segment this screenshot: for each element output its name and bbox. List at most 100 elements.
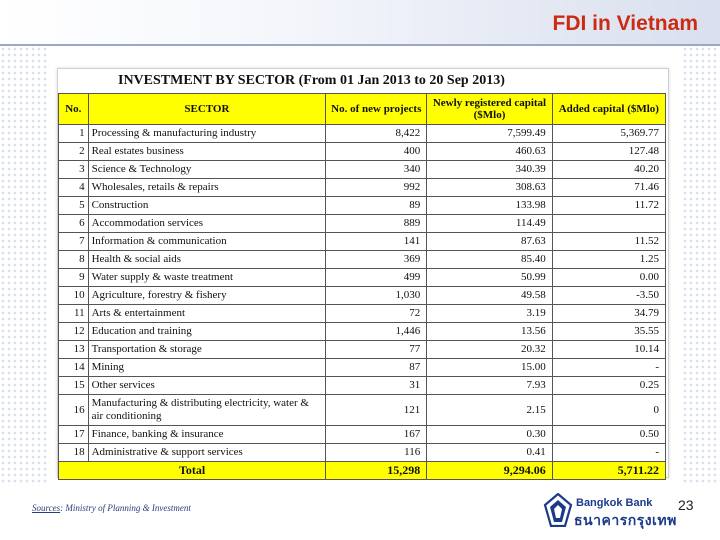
new-projects-value: 1,030: [325, 286, 428, 305]
table-row: 5 Construction 89 133.98 11.72: [58, 196, 667, 215]
new-projects-value: 116: [325, 443, 428, 462]
new-projects-value: 992: [325, 178, 428, 197]
total-projects-value: 15,298: [325, 461, 428, 480]
row-number: 1: [58, 124, 89, 143]
added-capital-value: -: [551, 443, 667, 462]
sector-name: Accommodation services: [87, 214, 327, 233]
sector-name: Wholesales, retails & repairs: [87, 178, 327, 197]
added-capital-value: 0.50: [551, 425, 667, 444]
sector-name: Processing & manufacturing industry: [87, 124, 327, 143]
new-projects-value: 77: [325, 340, 428, 359]
table-row: 16 Manufacturing & distributing electrici…: [58, 394, 667, 426]
sector-name: Other services: [87, 376, 327, 395]
table-row: 14 Mining 87 15.00-: [58, 358, 667, 377]
table-row: 8 Health & social aids 369 85.40 1.25: [58, 250, 667, 269]
new-projects-value: 121: [325, 394, 428, 426]
newly-registered-value: 15.00: [426, 358, 553, 377]
sector-name: Administrative & support services: [87, 443, 327, 462]
col-header-projects: No. of new projects: [325, 93, 428, 125]
table-row: 1 Processing & manufacturing industry 8,42…: [58, 124, 667, 143]
table-row: 11 Arts & entertainment 72 3.19 34.79: [58, 304, 667, 323]
slide-title: FDI in Vietnam: [552, 12, 698, 35]
new-projects-value: 31: [325, 376, 428, 395]
sector-name: Real estates business: [87, 142, 327, 161]
new-projects-value: 87: [325, 358, 428, 377]
bangkok-bank-logo-icon: [543, 493, 573, 527]
added-capital-value: 11.72: [551, 196, 667, 215]
added-capital-value: 40.20: [551, 160, 667, 179]
newly-registered-value: 13.56: [426, 322, 553, 341]
row-number: 18: [58, 443, 89, 462]
page-number: 23: [678, 497, 694, 513]
newly-registered-value: 2.15: [426, 394, 553, 426]
row-number: 14: [58, 358, 89, 377]
sector-name: Transportation & storage: [87, 340, 327, 359]
col-header-no: No.: [58, 93, 89, 125]
col-header-sector: SECTOR: [87, 93, 327, 125]
table-row: 2 Real estates business 400 460.63 127.48: [58, 142, 667, 161]
sector-name: Information & communication: [87, 232, 327, 251]
new-projects-value: 72: [325, 304, 428, 323]
added-capital-value: 34.79: [551, 304, 667, 323]
added-capital-value: 0.25: [551, 376, 667, 395]
sector-name: Construction: [87, 196, 327, 215]
added-capital-value: 1.25: [551, 250, 667, 269]
sector-name: Education and training: [87, 322, 327, 341]
added-capital-value: 10.14: [551, 340, 667, 359]
sector-name: Finance, banking & insurance: [87, 425, 327, 444]
newly-registered-value: 50.99: [426, 268, 553, 287]
new-projects-value: 1,446: [325, 322, 428, 341]
investment-table-panel: INVESTMENT BY SECTOR (From 01 Jan 2013 t…: [57, 68, 669, 480]
newly-registered-value: 133.98: [426, 196, 553, 215]
row-number: 13: [58, 340, 89, 359]
newly-registered-value: 49.58: [426, 286, 553, 305]
row-number: 15: [58, 376, 89, 395]
added-capital-value: 5,369.77: [551, 124, 667, 143]
row-number: 6: [58, 214, 89, 233]
table-row: 7 Information & communication 141 87.63 11.5…: [58, 232, 667, 251]
decorative-dot-pattern-left: [0, 46, 48, 486]
newly-registered-value: 0.41: [426, 443, 553, 462]
table-row: 12 Education and training 1,446 13.56 35.55: [58, 322, 667, 341]
row-number: 2: [58, 142, 89, 161]
table-row: 4 Wholesales, retails & repairs 992 308.63 7…: [58, 178, 667, 197]
sector-name: Mining: [87, 358, 327, 377]
newly-registered-value: 308.63: [426, 178, 553, 197]
added-capital-value: 0: [551, 394, 667, 426]
table-row: 17 Finance, banking & insurance 167 0.30 0.5…: [58, 425, 667, 444]
row-number: 9: [58, 268, 89, 287]
row-number: 10: [58, 286, 89, 305]
sector-name: Arts & entertainment: [87, 304, 327, 323]
newly-registered-value: 7.93: [426, 376, 553, 395]
col-header-added-capital: Added capital ($Mlo): [551, 93, 667, 125]
col-header-newly-registered: Newly registered capital ($Mlo): [426, 93, 553, 125]
source-note: Sources: Ministry of Planning & Investme…: [32, 503, 191, 513]
added-capital-value: 127.48: [551, 142, 667, 161]
new-projects-value: 499: [325, 268, 428, 287]
newly-registered-value: 340.39: [426, 160, 553, 179]
sector-name: Health & social aids: [87, 250, 327, 269]
newly-registered-value: 3.19: [426, 304, 553, 323]
table-title: INVESTMENT BY SECTOR (From 01 Jan 2013 t…: [118, 73, 505, 88]
added-capital-value: -: [551, 358, 667, 377]
new-projects-value: 167: [325, 425, 428, 444]
table-row: 13 Transportation & storage 77 20.32 10.14: [58, 340, 667, 359]
decorative-dot-pattern-right: [682, 46, 720, 486]
row-number: 16: [58, 394, 89, 426]
new-projects-value: 369: [325, 250, 428, 269]
new-projects-value: 141: [325, 232, 428, 251]
row-number: 7: [58, 232, 89, 251]
row-number: 8: [58, 250, 89, 269]
sector-name: Science & Technology: [87, 160, 327, 179]
added-capital-value: 0.00: [551, 268, 667, 287]
added-capital-value: 71.46: [551, 178, 667, 197]
new-projects-value: 400: [325, 142, 428, 161]
investment-table: No. SECTOR No. of new projects Newly reg…: [57, 93, 667, 480]
total-row: Total 15,298 9,294.06 5,711.22: [57, 461, 667, 480]
added-capital-value: 35.55: [551, 322, 667, 341]
table-row: 9 Water supply & waste treatment 499 50.99 0…: [58, 268, 667, 287]
sector-name: Agriculture, forestry & fishery: [87, 286, 327, 305]
total-label: Total: [57, 461, 327, 480]
table-row: 10 Agriculture, forestry & fishery 1,030 49…: [58, 286, 667, 305]
new-projects-value: 8,422: [325, 124, 428, 143]
